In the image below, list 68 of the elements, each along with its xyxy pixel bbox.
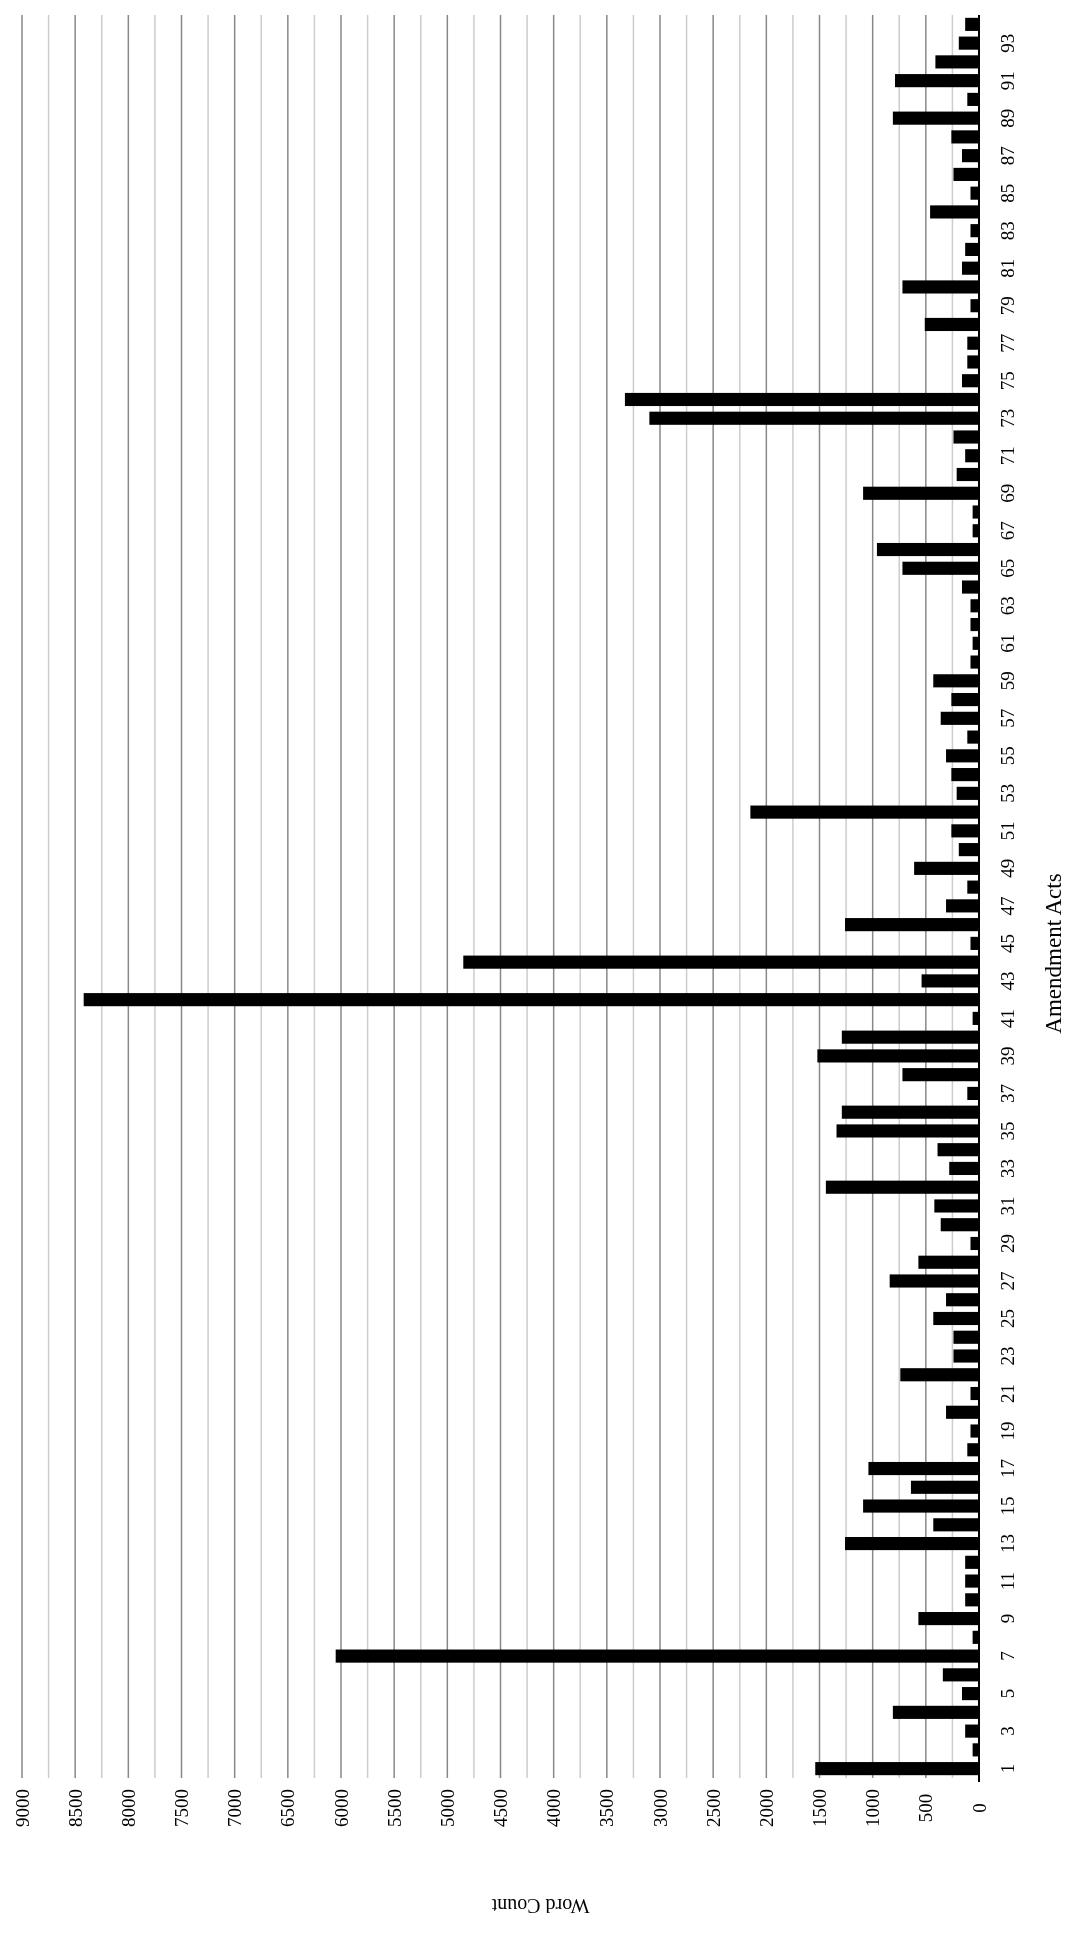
y-tick-label: 33 <box>996 1158 1018 1178</box>
y-tick-label: 77 <box>996 333 1018 353</box>
x-tick-label: 7000 <box>224 1789 246 1827</box>
x-tick-label: 1000 <box>862 1789 884 1827</box>
y-tick-label: 67 <box>996 521 1018 541</box>
y-tick-label: 55 <box>996 746 1018 766</box>
y-axis-title: Amendment Acts <box>1040 873 1066 1034</box>
y-tick-label: 81 <box>996 258 1018 278</box>
x-tick-label: 1500 <box>809 1789 830 1827</box>
x-tick-label: 2500 <box>702 1789 724 1827</box>
y-tick-label: 13 <box>996 1534 1018 1554</box>
x-tick-label: 3000 <box>649 1789 671 1827</box>
y-tick-label: 45 <box>996 933 1018 953</box>
y-tick-label: 5 <box>996 1688 1018 1699</box>
y-tick-label: 73 <box>996 408 1018 428</box>
y-tick-label: 15 <box>996 1496 1018 1516</box>
y-tick-label: 49 <box>996 858 1018 878</box>
x-tick-label: 9000 <box>11 1789 33 1827</box>
x-axis-title: Word Count <box>491 1895 590 1917</box>
y-tick-label: 41 <box>996 1008 1018 1028</box>
x-tick-label: 4000 <box>543 1789 565 1827</box>
y-tick-label: 7 <box>996 1651 1018 1661</box>
y-tick-label: 93 <box>996 33 1018 53</box>
y-tick-label: 87 <box>996 146 1018 166</box>
y-tick-label: 71 <box>996 446 1018 466</box>
x-tick-label: 5500 <box>383 1789 405 1827</box>
x-tick-label: 3500 <box>596 1789 618 1827</box>
y-tick-label: 35 <box>996 1121 1018 1141</box>
y-tick-label: 39 <box>996 1046 1018 1066</box>
x-tick-label: 4500 <box>490 1789 511 1827</box>
y-tick-label: 25 <box>996 1308 1018 1328</box>
y-tick-label: 79 <box>996 296 1018 316</box>
y-tick-label: 85 <box>996 183 1018 203</box>
x-tick-label: 7500 <box>171 1789 192 1827</box>
y-tick-label: 21 <box>996 1384 1018 1404</box>
y-tick-label: 47 <box>996 896 1018 916</box>
y-tick-label: 53 <box>996 783 1018 803</box>
y-tick-label: 63 <box>996 596 1018 616</box>
y-tick-label: 69 <box>996 483 1018 503</box>
x-tick-label: 6000 <box>330 1789 352 1827</box>
x-tick-label: 0 <box>968 1803 990 1813</box>
y-tick-label: 11 <box>996 1571 1018 1591</box>
y-tick-label: 27 <box>996 1271 1018 1291</box>
y-tick-label: 19 <box>996 1421 1018 1441</box>
y-tick-label: 31 <box>996 1196 1018 1216</box>
y-tick-label: 51 <box>996 821 1018 841</box>
x-tick-label: 8000 <box>117 1789 139 1827</box>
y-tick-label: 17 <box>996 1459 1018 1479</box>
x-tick-label: 5000 <box>436 1789 458 1827</box>
y-tick-label: 61 <box>996 633 1018 653</box>
y-tick-label: 3 <box>996 1726 1018 1736</box>
y-tick-label: 57 <box>996 708 1018 728</box>
y-tick-label: 43 <box>996 971 1018 991</box>
y-tick-label: 37 <box>996 1083 1018 1103</box>
y-tick-label: 29 <box>996 1233 1018 1253</box>
y-tick-label: 91 <box>996 71 1018 91</box>
x-tick-label: 500 <box>915 1793 937 1823</box>
x-tick-label: 2000 <box>755 1789 777 1827</box>
y-tick-label: 65 <box>996 558 1018 578</box>
x-tick-label: 8500 <box>64 1789 86 1827</box>
y-tick-label: 1 <box>996 1763 1018 1774</box>
y-tick-label: 23 <box>996 1346 1018 1366</box>
y-tick-label: 9 <box>996 1613 1018 1624</box>
y-tick-label: 75 <box>996 371 1018 391</box>
y-tick-label: 59 <box>996 671 1018 691</box>
y-tick-label: 83 <box>996 221 1018 241</box>
x-tick-label: 6500 <box>277 1789 299 1827</box>
y-tick-label: 89 <box>996 108 1018 128</box>
